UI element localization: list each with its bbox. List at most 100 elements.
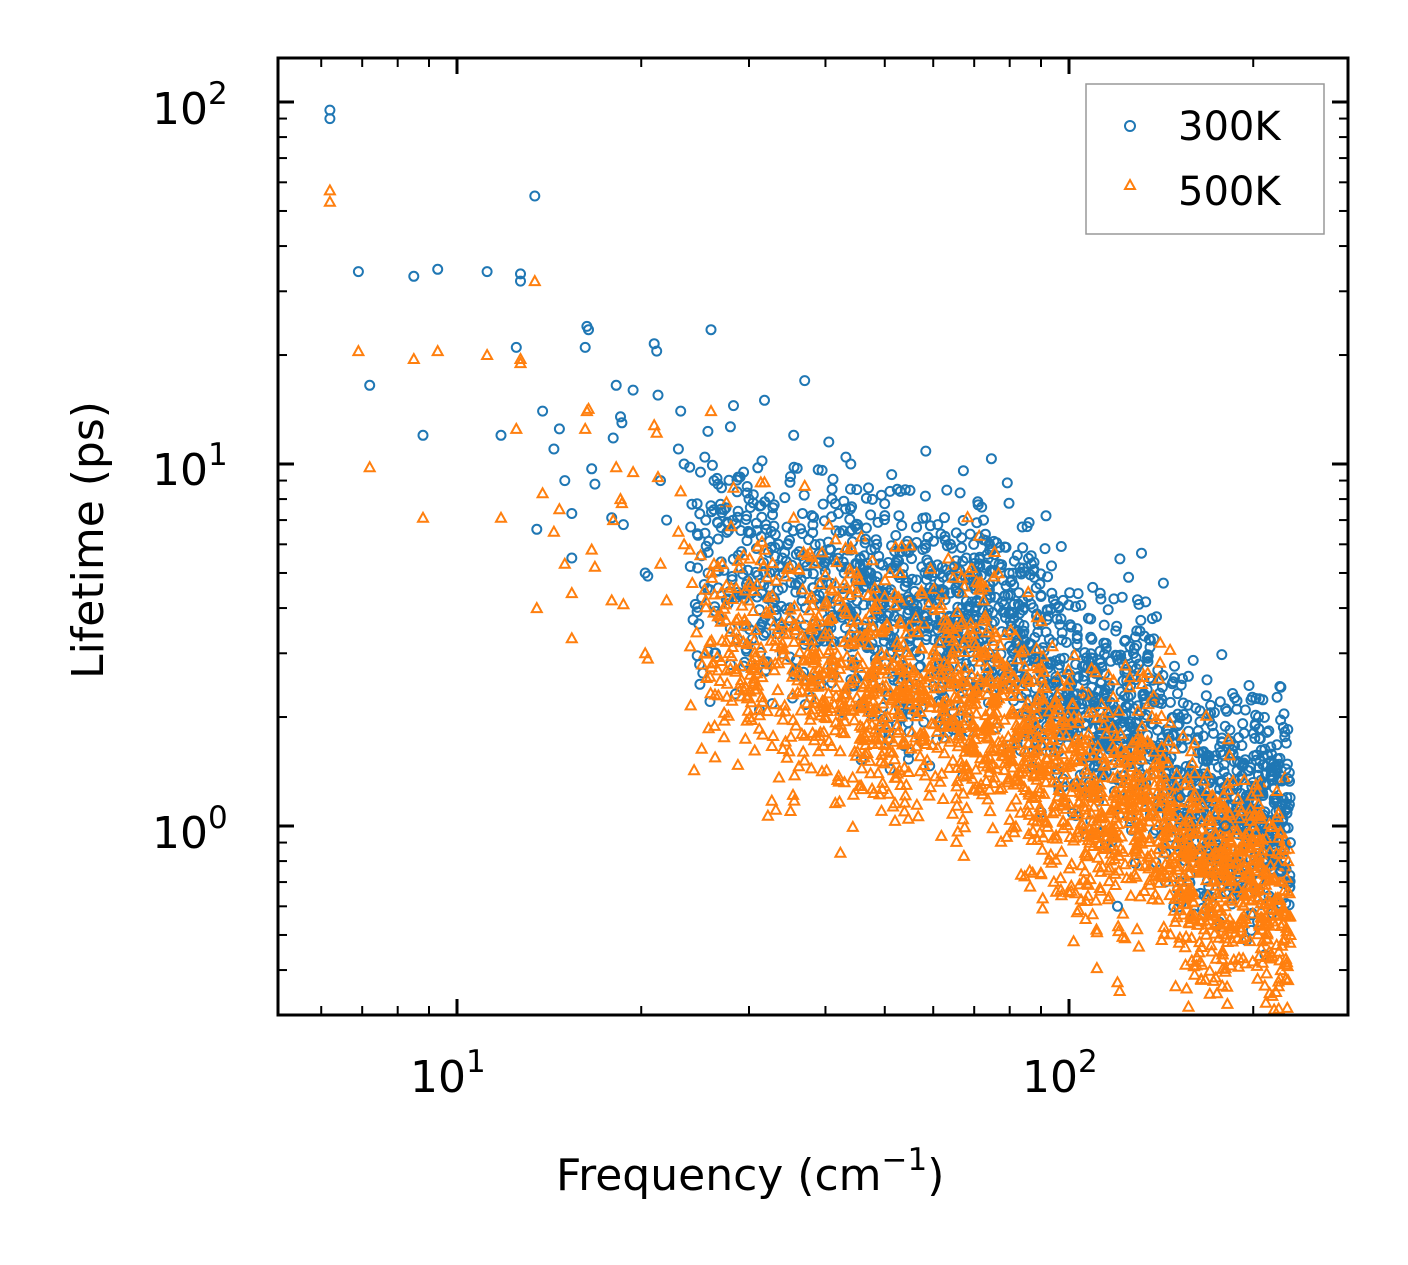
data-point-300k	[1088, 696, 1100, 708]
cluster-point-500k	[725, 591, 740, 604]
cluster-point-500k	[1179, 929, 1193, 942]
cluster-point-300k	[1275, 714, 1287, 726]
cluster-point-500k	[1183, 778, 1197, 791]
cluster-point-500k	[1049, 852, 1063, 865]
cluster-point-500k	[863, 607, 877, 620]
cluster-point-500k	[819, 711, 834, 724]
cluster-point-500k	[1117, 794, 1131, 807]
data-point-500k	[609, 460, 623, 473]
cluster-point-500k	[1039, 775, 1053, 788]
cluster-point-500k	[1014, 645, 1028, 658]
cluster-point-500k	[689, 625, 704, 638]
cluster-point-300k	[1045, 656, 1057, 668]
cluster-point-500k	[955, 614, 970, 627]
cluster-point-500k	[876, 696, 890, 709]
cluster-point-500k	[962, 564, 976, 577]
cluster-point-500k	[1246, 906, 1260, 919]
cluster-point-300k	[691, 498, 703, 510]
cluster-point-500k	[1116, 844, 1130, 857]
cluster-point-500k	[1210, 886, 1224, 899]
cluster-point-500k	[857, 691, 871, 704]
cluster-point-500k	[889, 695, 904, 708]
cluster-point-500k	[1052, 782, 1066, 795]
cluster-point-500k	[1140, 767, 1154, 780]
cluster-point-500k	[687, 763, 701, 776]
cluster-point-300k	[1055, 613, 1067, 625]
cluster-point-300k	[1046, 587, 1058, 599]
cluster-point-300k	[1177, 673, 1188, 685]
data-point-300k	[678, 458, 690, 470]
cluster-point-300k	[1210, 750, 1222, 762]
cluster-point-500k	[1166, 786, 1180, 799]
cluster-point-500k	[1223, 912, 1237, 925]
cluster-point-300k	[1017, 542, 1029, 554]
cluster-point-500k	[1029, 641, 1044, 654]
cluster-point-500k	[1188, 766, 1202, 779]
cluster-point-500k	[1047, 874, 1061, 887]
cluster-point-500k	[1211, 890, 1225, 903]
cluster-point-500k	[895, 661, 909, 674]
cluster-point-500k	[978, 752, 992, 765]
data-point-500k	[967, 636, 981, 649]
cluster-point-500k	[731, 611, 746, 624]
cluster-point-500k	[1265, 949, 1279, 962]
data-point-500k	[416, 510, 430, 523]
data-point-300k	[639, 567, 651, 579]
cluster-point-500k	[867, 702, 881, 715]
cluster-point-500k	[1138, 798, 1152, 811]
cluster-point-500k	[958, 660, 972, 673]
cluster-point-500k	[869, 655, 883, 668]
cluster-point-300k	[1236, 740, 1248, 751]
cluster-point-300k	[1116, 591, 1128, 603]
cluster-point-500k	[969, 762, 983, 775]
cluster-point-500k	[915, 586, 929, 599]
cluster-point-300k	[920, 445, 932, 457]
cluster-point-500k	[1220, 979, 1234, 992]
scatter-points	[323, 104, 1298, 996]
data-point-500k	[683, 542, 697, 555]
cluster-point-500k	[1152, 875, 1166, 888]
data-point-500k	[351, 344, 366, 357]
data-point-300k	[1174, 791, 1186, 803]
cluster-point-500k	[850, 690, 864, 703]
cluster-point-500k	[873, 731, 887, 744]
cluster-point-500k	[1101, 667, 1116, 680]
cluster-point-500k	[1246, 954, 1260, 967]
cluster-point-500k	[765, 738, 779, 751]
cluster-point-500k	[880, 618, 894, 631]
cluster-point-500k	[808, 649, 823, 662]
cluster-point-500k	[997, 763, 1011, 776]
x-tick-label-10: 101	[410, 1044, 486, 1103]
cluster-point-500k	[743, 684, 758, 697]
cluster-point-500k	[1151, 892, 1166, 905]
cluster-point-500k	[1107, 744, 1122, 757]
data-point-300k	[417, 429, 429, 441]
cluster-point-300k	[1219, 720, 1231, 732]
data-point-300k	[784, 476, 796, 488]
cluster-point-500k	[853, 660, 867, 673]
data-point-300k	[879, 510, 891, 522]
cluster-point-500k	[1137, 883, 1151, 896]
cluster-point-500k	[1226, 918, 1241, 931]
cluster-point-500k	[1045, 639, 1060, 652]
cluster-point-500k	[1211, 900, 1225, 913]
cluster-point-300k	[1115, 696, 1127, 708]
cluster-point-300k	[960, 658, 972, 670]
cluster-point-300k	[741, 535, 753, 547]
data-point-300k	[672, 443, 684, 455]
cluster-point-500k	[1036, 738, 1051, 751]
cluster-point-300k	[694, 678, 706, 690]
data-point-500k	[1097, 718, 1111, 731]
cluster-point-500k	[890, 635, 904, 648]
cluster-point-500k	[902, 619, 916, 632]
cluster-point-300k	[827, 473, 839, 485]
cluster-point-500k	[844, 658, 858, 671]
y-tick-label-10: 101	[152, 437, 228, 496]
data-point-300k	[760, 523, 772, 535]
cluster-point-500k	[1029, 658, 1043, 671]
cluster-point-300k	[1013, 587, 1025, 599]
cluster-point-500k	[1259, 995, 1273, 1008]
cluster-point-500k	[765, 556, 780, 569]
cluster-point-500k	[911, 809, 925, 822]
cluster-point-300k	[1054, 653, 1066, 665]
